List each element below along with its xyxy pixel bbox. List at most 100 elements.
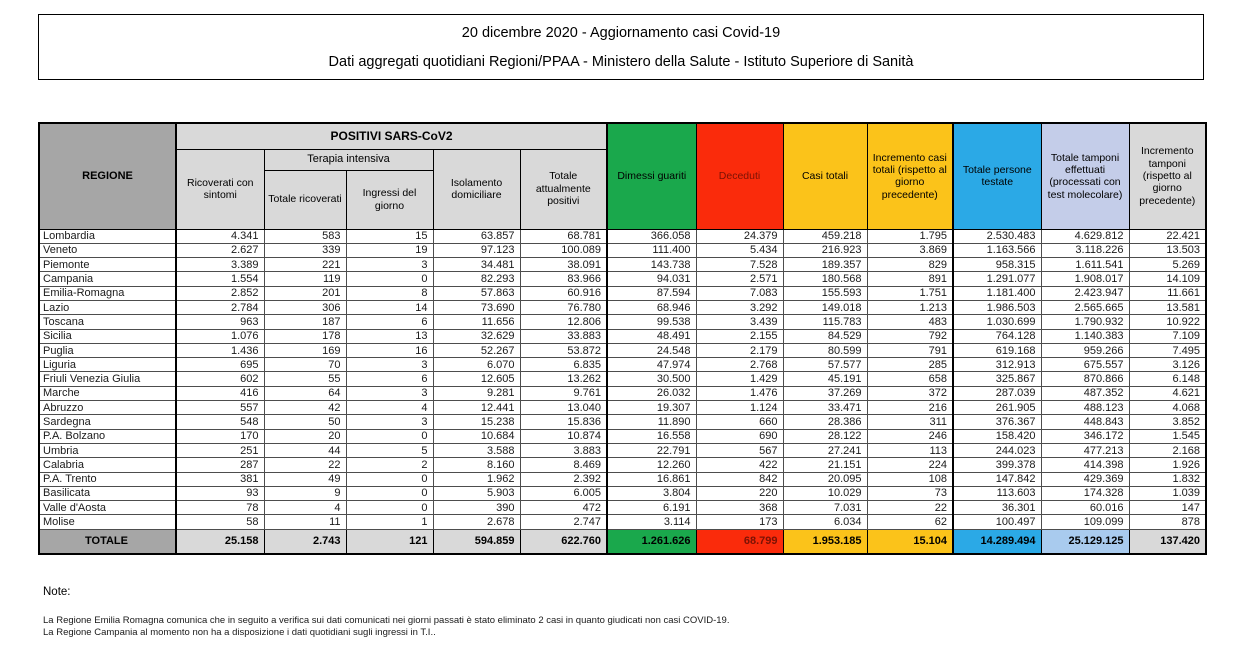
value-cell: 2.743 bbox=[263, 528, 347, 555]
value-cell: 764.128 bbox=[952, 328, 1042, 344]
value-cell: 6.148 bbox=[1128, 371, 1207, 387]
value-cell: 3.126 bbox=[1128, 357, 1207, 373]
value-cell: 2.155 bbox=[695, 328, 784, 344]
value-cell: 1.181.400 bbox=[952, 285, 1042, 301]
value-cell: 201 bbox=[263, 285, 347, 301]
table-body: Lombardia 4.341 583 15 63.857 68.781 366.058 24… bbox=[38, 228, 1207, 530]
value-cell: 15.104 bbox=[866, 528, 954, 555]
value-cell: 1.476 bbox=[695, 385, 784, 402]
value-cell: 959.266 bbox=[1040, 342, 1130, 359]
value-cell: 3 bbox=[345, 414, 434, 430]
header-row-groups: REGIONE POSITIVI SARS-CoV2 Dimessi guari… bbox=[38, 122, 1207, 230]
value-cell: 3.804 bbox=[606, 485, 697, 502]
value-cell: 100.497 bbox=[952, 514, 1042, 530]
table-row: Emilia-Romagna 2.852 201 8 57.863 60.916 87.59… bbox=[38, 285, 1207, 301]
value-cell: 261.905 bbox=[952, 400, 1042, 416]
table-header: REGIONE POSITIVI SARS-CoV2 Dimessi guari… bbox=[38, 122, 1207, 230]
value-cell: 13 bbox=[345, 328, 434, 344]
value-cell: 155.593 bbox=[782, 285, 868, 301]
value-cell: 221 bbox=[263, 257, 347, 273]
value-cell: 33.883 bbox=[519, 328, 608, 344]
value-cell: 80.599 bbox=[782, 342, 868, 359]
table-row: Lombardia 4.341 583 15 63.857 68.781 366.058 24… bbox=[38, 228, 1207, 244]
region-name: Molise bbox=[38, 514, 177, 530]
value-cell: 8.160 bbox=[432, 457, 521, 473]
value-cell: 488.123 bbox=[1040, 400, 1130, 416]
value-cell: 287 bbox=[175, 457, 265, 473]
value-cell: 49 bbox=[263, 471, 347, 487]
value-cell: 97.123 bbox=[432, 242, 521, 259]
value-cell: 325.867 bbox=[952, 371, 1042, 387]
table-row: Calabria 287 22 2 8.160 8.469 12.260 422 21.151 2… bbox=[38, 457, 1207, 473]
value-cell: 28.386 bbox=[782, 414, 868, 430]
value-cell: 366.058 bbox=[606, 228, 697, 244]
value-cell: 2.571 bbox=[695, 271, 784, 287]
table-row: Sicilia 1.076 178 13 32.629 33.883 48.491 2.155… bbox=[38, 328, 1207, 344]
value-cell: 83.966 bbox=[519, 271, 608, 287]
notes-section: Note: La Regione Emilia Romagna comunica… bbox=[43, 586, 1193, 639]
value-cell: 3.389 bbox=[175, 257, 265, 273]
value-cell: 1.429 bbox=[695, 371, 784, 387]
table-row: Basilicata 93 9 0 5.903 6.005 3.804 220 10.029 73… bbox=[38, 485, 1207, 502]
value-cell: 178 bbox=[263, 328, 347, 344]
value-cell: 2.565.665 bbox=[1040, 299, 1130, 316]
value-cell: 25.129.125 bbox=[1040, 528, 1130, 555]
title-line1: 20 dicembre 2020 - Aggiornamento casi Co… bbox=[461, 24, 781, 41]
value-cell: 26.032 bbox=[606, 385, 697, 402]
value-cell: 1.039 bbox=[1128, 485, 1207, 502]
value-cell: 170 bbox=[175, 428, 265, 444]
value-cell: 3.114 bbox=[606, 514, 697, 530]
value-cell: 13.503 bbox=[1128, 242, 1207, 259]
value-cell: 6.191 bbox=[606, 500, 697, 516]
value-cell: 4 bbox=[345, 400, 434, 416]
value-cell: 180.568 bbox=[782, 271, 868, 287]
value-cell: 7.528 bbox=[695, 257, 784, 273]
value-cell: 842 bbox=[695, 471, 784, 487]
value-cell: 37.269 bbox=[782, 385, 868, 402]
value-cell: 13.581 bbox=[1128, 299, 1207, 316]
value-cell: 16.558 bbox=[606, 428, 697, 444]
value-cell: 11.661 bbox=[1128, 285, 1207, 301]
value-cell: 285 bbox=[866, 357, 954, 373]
value-cell: 1.436 bbox=[175, 342, 265, 359]
value-cell: 173 bbox=[695, 514, 784, 530]
value-cell: 1.832 bbox=[1128, 471, 1207, 487]
value-cell: 429.369 bbox=[1040, 471, 1130, 487]
value-cell: 99.538 bbox=[606, 314, 697, 330]
value-cell: 108 bbox=[866, 471, 954, 487]
value-cell: 33.471 bbox=[782, 400, 868, 416]
value-cell: 113 bbox=[866, 442, 954, 459]
value-cell: 70 bbox=[263, 357, 347, 373]
value-cell: 2.423.947 bbox=[1040, 285, 1130, 301]
region-name: Emilia-Romagna bbox=[38, 285, 177, 301]
value-cell: 487.352 bbox=[1040, 385, 1130, 402]
value-cell: 6.005 bbox=[519, 485, 608, 502]
value-cell: 1.790.932 bbox=[1040, 314, 1130, 330]
value-cell: 958.315 bbox=[952, 257, 1042, 273]
value-cell: 416 bbox=[175, 385, 265, 402]
value-cell: 13.040 bbox=[519, 400, 608, 416]
value-cell: 6.070 bbox=[432, 357, 521, 373]
value-cell: 15 bbox=[345, 228, 434, 244]
value-cell: 13.262 bbox=[519, 371, 608, 387]
value-cell: 1.076 bbox=[175, 328, 265, 344]
value-cell: 57.577 bbox=[782, 357, 868, 373]
value-cell: 483 bbox=[866, 314, 954, 330]
value-cell: 2.784 bbox=[175, 299, 265, 316]
value-cell: 0 bbox=[345, 471, 434, 487]
header-row-terapia: Ricoverati con sintomi Terapia intensiva… bbox=[39, 148, 1206, 230]
value-cell: 62 bbox=[866, 514, 954, 530]
value-cell: 1.962 bbox=[432, 471, 521, 487]
table-row: Liguria 695 70 3 6.070 6.835 47.974 2.768 57.577… bbox=[38, 357, 1207, 373]
value-cell: 0 bbox=[345, 485, 434, 502]
value-cell: 472 bbox=[519, 500, 608, 516]
value-cell: 22 bbox=[866, 500, 954, 516]
column-header-ricoverati: Ricoverati con sintomi bbox=[175, 148, 265, 230]
value-cell: 2.678 bbox=[432, 514, 521, 530]
value-cell: 622.760 bbox=[519, 528, 608, 555]
value-cell: 891 bbox=[866, 271, 954, 287]
value-cell: 1.124 bbox=[695, 400, 784, 416]
value-cell: 73.690 bbox=[432, 299, 521, 316]
value-cell: 216.923 bbox=[782, 242, 868, 259]
region-name: Marche bbox=[38, 385, 177, 402]
